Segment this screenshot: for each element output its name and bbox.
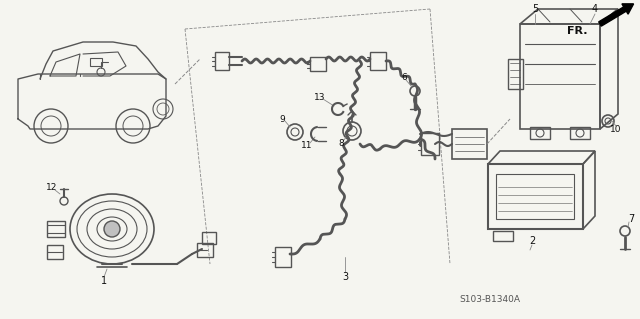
Bar [452,129,487,159]
Bar [275,247,291,267]
Text: 5: 5 [532,4,538,14]
Text: 11: 11 [301,142,313,151]
Text: 2: 2 [529,236,535,246]
Text: 3: 3 [342,272,348,282]
Circle shape [104,221,120,237]
Text: 13: 13 [314,93,326,101]
Text: 7: 7 [628,214,634,224]
Text: 9: 9 [279,115,285,123]
Bar [215,52,229,70]
FancyArrow shape [598,4,634,26]
Bar [496,174,574,219]
Bar [508,59,523,89]
Bar [530,127,550,139]
Text: 6: 6 [401,72,407,81]
Text: FR.: FR. [568,26,588,36]
Bar [90,58,102,66]
Text: 4: 4 [592,4,598,14]
Text: 1: 1 [101,276,107,286]
Bar [570,127,590,139]
Bar [197,243,213,257]
Bar [310,57,326,71]
Bar [421,133,439,155]
Bar [370,52,386,70]
Bar [493,231,513,241]
Bar [47,221,65,237]
Text: 10: 10 [611,124,621,133]
Text: S103-B1340A: S103-B1340A [460,294,520,303]
Bar [202,232,216,244]
Text: 12: 12 [46,182,58,191]
Text: 8: 8 [338,139,344,149]
Bar [47,245,63,259]
